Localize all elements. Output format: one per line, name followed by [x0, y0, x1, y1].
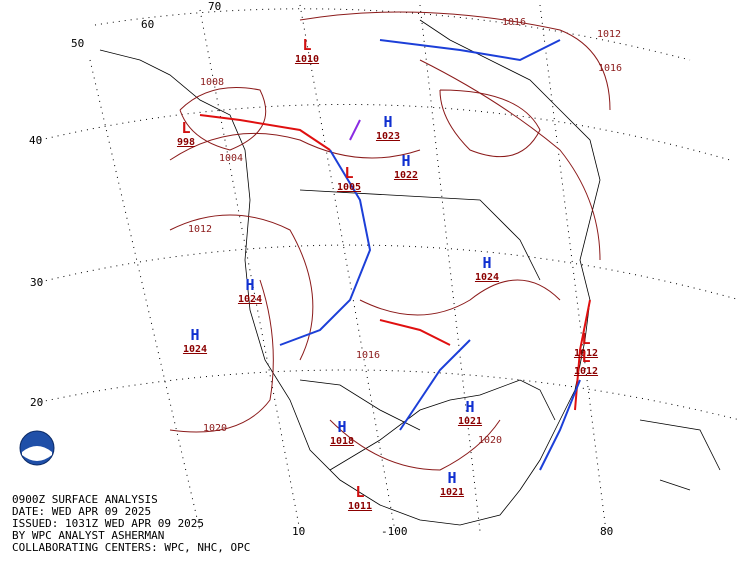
isobar	[439, 89, 541, 158]
noaa-logo	[19, 430, 55, 466]
isobar-label: 1016	[598, 63, 622, 74]
isobar	[359, 279, 561, 316]
warm-front	[199, 114, 331, 151]
coastline	[639, 419, 721, 491]
isobar-label: 1012	[188, 224, 212, 235]
center-symbol: L	[181, 119, 190, 137]
center-symbol: L	[302, 36, 311, 54]
labels: 70 60 50 40 30 20 10 -100 80 0900Z SURFA…	[12, 0, 613, 554]
grid-label: 20	[30, 396, 43, 409]
isobar-label: 1004	[219, 153, 243, 164]
coastlines	[99, 19, 721, 526]
grid-label: 80	[600, 525, 613, 538]
footer-line: 0900Z SURFACE ANALYSIS	[12, 493, 158, 506]
center-symbol: H	[482, 254, 491, 272]
center-symbol: H	[190, 326, 199, 344]
center-symbol: L	[355, 483, 364, 501]
center-symbol: H	[245, 276, 254, 294]
center-symbol: L	[581, 330, 590, 348]
center-pressure: 1024	[238, 294, 262, 305]
isobar	[329, 419, 501, 471]
isobar-label: 1016	[502, 17, 526, 28]
border	[299, 379, 421, 431]
footer-line: BY WPC ANALYST ASHERMAN	[12, 529, 164, 542]
cold-front	[379, 39, 561, 62]
grid-label: 50	[71, 37, 84, 50]
center-pressure: 1021	[458, 416, 482, 427]
cold-front	[279, 149, 372, 346]
footer-line: COLLABORATING CENTERS: WPC, NHC, OPC	[12, 541, 250, 554]
isobar	[169, 279, 274, 433]
isobar	[179, 87, 267, 151]
occluded-front	[349, 119, 361, 141]
center-pressure: 1024	[183, 344, 207, 355]
fronts	[199, 39, 591, 471]
center-symbol: H	[337, 418, 346, 436]
isobar	[419, 59, 601, 261]
grid-line	[419, 4, 481, 532]
center-pressure: 1012	[574, 366, 598, 377]
grid-label: -100	[381, 525, 408, 538]
isobar-label: 1008	[200, 77, 224, 88]
center-pressure: 1010	[295, 54, 319, 65]
footer-line: ISSUED: 1031Z WED APR 09 2025	[12, 517, 204, 530]
isobar-label: 1020	[478, 435, 502, 446]
isobar-label: 1012	[597, 29, 621, 40]
center-symbol: L	[581, 348, 590, 366]
center-pressure: 1023	[376, 131, 400, 142]
center-pressure: 1011	[348, 501, 372, 512]
center-pressure: 1005	[337, 182, 361, 193]
cold-front	[399, 339, 471, 431]
center-pressure: 1024	[475, 272, 499, 283]
center-symbol: H	[465, 398, 474, 416]
grid-label: 60	[141, 18, 154, 31]
coastline	[99, 49, 521, 526]
isobar	[169, 214, 314, 361]
graticule	[39, 4, 741, 532]
footer-line: DATE: WED APR 09 2025	[12, 505, 151, 518]
coastline	[329, 379, 556, 471]
center-pressure: 1022	[394, 170, 418, 181]
isobar-label: 1020	[203, 423, 227, 434]
cold-front	[539, 379, 581, 471]
grid-label: 10	[292, 525, 305, 538]
grid-label: 30	[30, 276, 43, 289]
grid-label: 70	[208, 0, 221, 13]
center-pressure: 1018	[330, 436, 354, 447]
center-pressure: 1012	[574, 348, 598, 359]
grid-label: 40	[29, 134, 42, 147]
center-pressure: 998	[177, 137, 195, 148]
isobar-label: 1016	[356, 350, 380, 361]
center-symbol: L	[344, 164, 353, 182]
center-symbol: H	[401, 152, 410, 170]
warm-front	[379, 319, 451, 346]
center-pressure: 1021	[440, 487, 464, 498]
border	[299, 189, 541, 281]
isobar	[299, 11, 611, 111]
isobars	[169, 11, 611, 471]
center-symbol: H	[383, 113, 392, 131]
center-symbol: H	[447, 469, 456, 487]
coastline	[419, 19, 601, 491]
